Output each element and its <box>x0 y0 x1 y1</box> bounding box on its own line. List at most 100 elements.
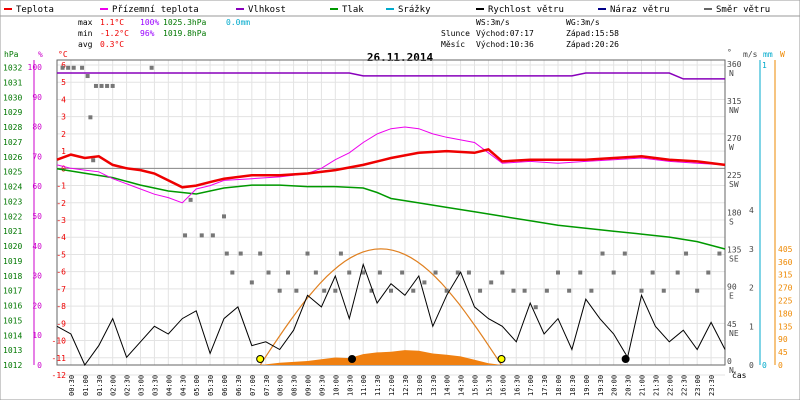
tick-ms-3: 3 <box>749 245 754 254</box>
wind-dir-dot-32 <box>361 270 366 275</box>
unit-ms: m/s <box>743 50 758 59</box>
tick-time-41: 21:00 <box>639 375 647 396</box>
tick-degc-2: 2 <box>61 130 66 139</box>
tick-time-3: 02:00 <box>110 375 118 396</box>
tick-pct-70: 70 <box>32 152 42 161</box>
series-sun-arc <box>259 248 503 366</box>
chart-title: 26.11.2014 <box>367 51 434 64</box>
tick-degc--3: -3 <box>56 216 66 225</box>
wind-dir-dot-61 <box>684 251 689 256</box>
tick-hpa-1025: 1025 <box>3 168 22 177</box>
series-wind-speed <box>56 262 726 366</box>
tick-time-21: 11:00 <box>360 375 368 396</box>
tick-hpa-1014: 1014 <box>3 331 22 340</box>
tick-time-43: 22:00 <box>666 375 674 396</box>
stat-max-rain: 0.0mm <box>226 18 250 27</box>
wind-dir-dot-59 <box>661 288 666 293</box>
stat-max-label: max <box>78 18 93 27</box>
tick-time-2: 01:30 <box>96 375 104 396</box>
sun-marker-1 <box>497 355 506 363</box>
tick-time-5: 03:00 <box>138 375 146 396</box>
tick-deg-1: 45 <box>727 320 737 329</box>
tick-time-29: 15:00 <box>472 375 480 396</box>
wind-dir-dot-7 <box>105 83 110 88</box>
tick-pct-60: 60 <box>32 182 42 191</box>
tick-time-22: 11:30 <box>374 375 382 396</box>
tick-dirlabel-1: NE <box>729 329 739 338</box>
wind-dir-dot-52 <box>578 270 583 275</box>
tick-degc--4: -4 <box>56 233 66 242</box>
tick-hpa-1030: 1030 <box>3 93 22 102</box>
tick-time-14: 07:30 <box>263 375 271 396</box>
tick-deg-4: 180 <box>727 208 742 217</box>
stat-min-press: 1019.8hPa <box>163 29 207 38</box>
tick-dirlabel-7: NW <box>729 106 739 115</box>
legend-label-3: Tlak <box>342 5 364 15</box>
wind-dir-dot-35 <box>389 288 393 293</box>
moon-set: Západ:20:26 <box>566 40 619 49</box>
plot-area <box>56 65 726 366</box>
tick-hpa-1032: 1032 <box>3 64 22 73</box>
tick-degc--1: -1 <box>56 182 66 191</box>
stat-max-temp: 1.1°C <box>100 18 124 27</box>
tick-ms-1: 1 <box>749 322 754 331</box>
tick-deg-6: 270 <box>727 134 742 143</box>
wind-dir-dot-8 <box>110 83 115 88</box>
tick-time-20: 10:30 <box>346 375 354 396</box>
wind-dir-dot-28 <box>322 288 327 293</box>
tick-deg-5: 225 <box>727 171 742 180</box>
tick-w-270: 270 <box>778 284 793 293</box>
wind-dir-dot-21 <box>258 251 263 256</box>
series-temperature <box>56 148 726 189</box>
stat-max-press: 1025.3hPa <box>163 18 207 27</box>
tick-w-180: 180 <box>778 309 793 318</box>
tick-mm-0: 0 <box>762 361 767 370</box>
wind-dir-dot-18 <box>230 270 235 275</box>
wind-dir-dot-38 <box>422 280 427 285</box>
tick-w-405: 405 <box>778 245 793 254</box>
tick-hpa-1022: 1022 <box>3 212 22 221</box>
tick-hpa-1013: 1013 <box>3 346 22 355</box>
moon-label: Měsíc <box>441 40 465 49</box>
sun-label: Slunce <box>441 29 470 38</box>
tick-pct-90: 90 <box>32 93 42 102</box>
tick-time-36: 18:30 <box>569 375 577 396</box>
tick-w-135: 135 <box>778 322 793 331</box>
tick-dirlabel-0: N <box>729 366 734 375</box>
tick-time-30: 15:30 <box>485 375 493 396</box>
tick-degc-5: 5 <box>61 78 66 87</box>
tick-time-24: 12:30 <box>402 375 410 396</box>
tick-ms-0: 0 <box>749 361 754 370</box>
tick-pct-50: 50 <box>32 212 42 221</box>
legend-label-7: Směr větru <box>716 5 770 15</box>
wind-ws: WS:3m/s <box>476 18 510 27</box>
wind-dir-dot-63 <box>706 270 711 275</box>
tick-degc-6: 6 <box>61 61 66 70</box>
wind-dir-dot-34 <box>377 270 382 275</box>
wind-dir-dot-48 <box>533 305 538 310</box>
moon-rise: Východ:10:36 <box>476 40 534 49</box>
stat-avg-label: avg <box>78 40 93 49</box>
wind-dir-dot-0 <box>60 65 65 70</box>
wind-dir-dot-62 <box>695 288 700 293</box>
tick-time-46: 23:30 <box>708 375 716 396</box>
tick-time-12: 06:30 <box>235 375 243 396</box>
tick-degc--10: -10 <box>52 337 67 346</box>
tick-time-26: 13:30 <box>430 375 438 396</box>
wind-dir-dot-30 <box>338 251 343 256</box>
tick-mm-1: 1 <box>762 61 767 70</box>
series-ground-temp <box>56 126 726 204</box>
wind-dir-dot-53 <box>589 288 594 293</box>
tick-time-18: 09:30 <box>318 375 326 396</box>
tick-time-6: 03:30 <box>151 375 159 396</box>
wind-dir-dot-10 <box>88 115 93 120</box>
tick-time-13: 07:00 <box>249 375 257 396</box>
grid <box>57 60 725 376</box>
wind-wg: WG:3m/s <box>566 18 600 27</box>
wind-dir-dot-6 <box>99 83 104 88</box>
legend: Teplota Přízemní teplota Vlhkost Tlak Srážky… <box>0 5 800 17</box>
wind-dir-dot-47 <box>522 288 527 293</box>
tick-w-45: 45 <box>778 348 788 357</box>
series-humidity <box>57 72 725 80</box>
tick-dirlabel-4: S <box>729 217 734 226</box>
